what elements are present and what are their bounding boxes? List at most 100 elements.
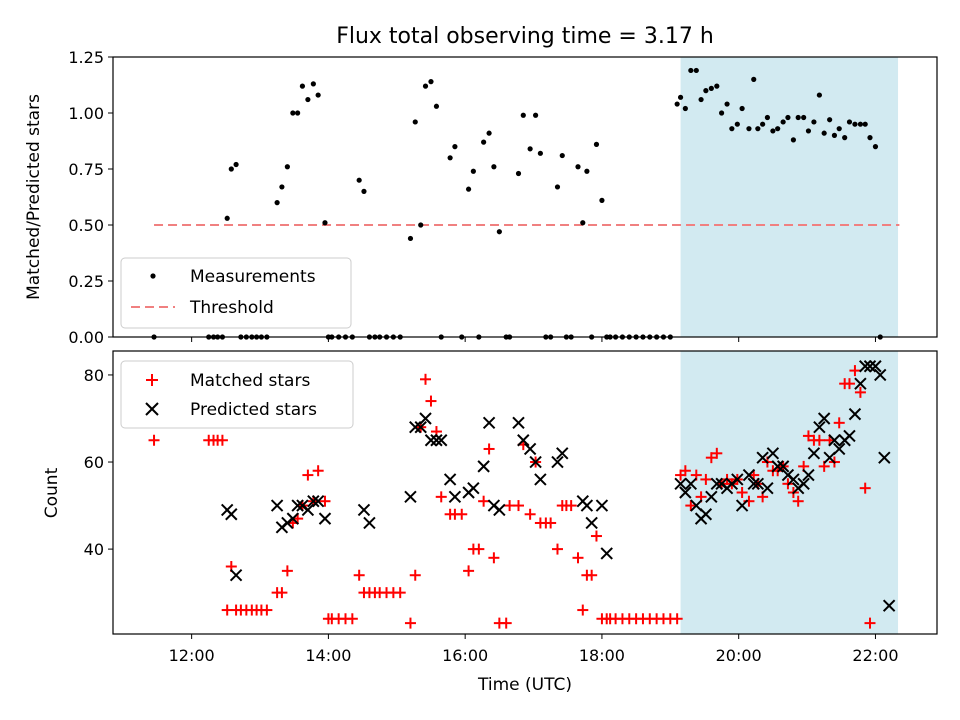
predicted-star-marker: [482, 416, 496, 430]
legend-measurements-label: Measurements: [190, 267, 316, 287]
measurement-point: [452, 144, 458, 150]
matched-star-marker: [346, 613, 358, 625]
predicted-star-marker: [878, 451, 891, 464]
predicted-star-marker: [848, 407, 862, 421]
measurement-point: [224, 215, 230, 221]
matched-star-marker: [524, 508, 536, 520]
predicted-star-marker: [493, 503, 506, 517]
matched-star-marker: [700, 473, 712, 485]
measurement-point: [764, 114, 771, 121]
predicted-star-marker: [448, 490, 462, 504]
matched-star-marker: [859, 482, 871, 494]
matched-star-marker: [312, 465, 324, 477]
matched-star-marker: [864, 617, 876, 629]
measurement-point: [746, 126, 752, 132]
matched-star-marker: [711, 447, 723, 459]
measurement-point: [724, 101, 730, 107]
legend-matched-label: Matched stars: [190, 371, 310, 391]
measurement-point: [515, 170, 522, 177]
matched-star-marker: [478, 495, 490, 507]
measurement-point: [274, 200, 280, 206]
matched-star-marker: [679, 465, 691, 477]
matched-star-marker: [281, 565, 293, 577]
predicted-star-marker: [512, 416, 525, 430]
measurement-point: [703, 88, 709, 94]
count-points: [148, 360, 896, 629]
measurement-point: [322, 220, 328, 226]
predicted-star-marker: [430, 434, 443, 447]
matched-star-marker: [488, 552, 500, 564]
y-tick-label: 0.00: [68, 328, 104, 347]
predicted-star-marker: [843, 429, 856, 443]
measurement-point: [580, 220, 586, 226]
predicted-star-marker: [556, 447, 569, 460]
y-tick-label: 0.25: [68, 272, 104, 291]
predicted-star-marker: [882, 599, 896, 612]
bottom-panel-y-label: Count: [42, 467, 62, 518]
measurement-point: [790, 137, 796, 143]
measurement-point: [491, 164, 497, 170]
predicted-star-marker: [291, 499, 304, 512]
predicted-star-marker: [679, 486, 692, 499]
predicted-star-marker: [797, 477, 810, 490]
predicted-star-marker: [595, 499, 609, 512]
top-panel-frame: [112, 56, 938, 338]
predicted-star-marker: [731, 473, 744, 486]
measurement-point: [805, 128, 812, 134]
predicted-star-marker: [761, 481, 774, 495]
measurement-point: [698, 96, 704, 103]
measurement-point: [447, 155, 453, 161]
measurement-point: [554, 184, 561, 190]
measurement-point: [693, 67, 699, 74]
matched-star-marker: [565, 500, 577, 512]
matched-star-marker: [572, 552, 584, 564]
predicted-star-marker: [863, 360, 877, 373]
measurement-point: [575, 164, 581, 170]
matched-star-marker: [216, 434, 228, 446]
matched-star-marker: [473, 543, 485, 555]
predicted-star-marker: [443, 473, 457, 486]
measurement-point: [228, 166, 234, 172]
measurement-point: [412, 119, 418, 125]
x-tick-label: 12:00: [169, 646, 215, 665]
predicted-star-marker: [517, 434, 530, 447]
predicted-star-marker: [270, 499, 284, 512]
measurements-points: [151, 67, 883, 340]
measurement-point: [361, 188, 367, 194]
measurement-point: [718, 110, 725, 116]
bottom-panel-x-ticks: 12:00 14:00 16:00 18:00 20:00 22:00: [169, 634, 899, 665]
measurement-point: [770, 128, 776, 134]
measurement-point: [857, 121, 864, 127]
matched-star-marker: [404, 617, 416, 629]
predicted-star-marker: [813, 420, 826, 434]
predicted-star-marker: [787, 473, 800, 486]
measurement-point: [836, 126, 842, 132]
measurement-point: [821, 130, 827, 136]
matched-star-marker: [792, 495, 804, 507]
legend-matched-marker: [146, 374, 158, 386]
measurement-point: [356, 177, 362, 183]
predicted-star-marker: [419, 412, 432, 425]
predicted-star-marker: [523, 442, 537, 456]
measurement-point: [433, 103, 440, 109]
measurement-point: [785, 114, 791, 121]
matched-star-marker: [736, 487, 748, 498]
predicted-star-marker: [735, 499, 749, 512]
predicted-star-marker: [529, 455, 542, 469]
measurement-point: [872, 144, 879, 150]
matched-star-marker: [425, 395, 437, 407]
x-axis-label: Time (UTC): [477, 675, 572, 695]
predicted-star-marker: [477, 460, 490, 473]
predicted-star-marker: [817, 412, 831, 425]
predicted-star-marker: [301, 503, 315, 517]
top-panel-y-label: Matched/Predicted stars: [24, 94, 44, 300]
measurement-point: [299, 83, 306, 89]
measurement-point: [465, 186, 472, 192]
measurement-point: [714, 83, 720, 89]
measurement-point: [422, 83, 429, 89]
measurement-point: [520, 112, 526, 118]
measurement-point: [279, 184, 285, 190]
matched-star-marker: [577, 604, 589, 616]
top-panel-y-ticks: 0.00 0.25 0.50 0.75 1.00 1.25: [68, 48, 113, 347]
bottom-panel: 40 60 80 12:00 14:00 16:00 18:00 20:00 22:00 Co…: [42, 350, 938, 695]
